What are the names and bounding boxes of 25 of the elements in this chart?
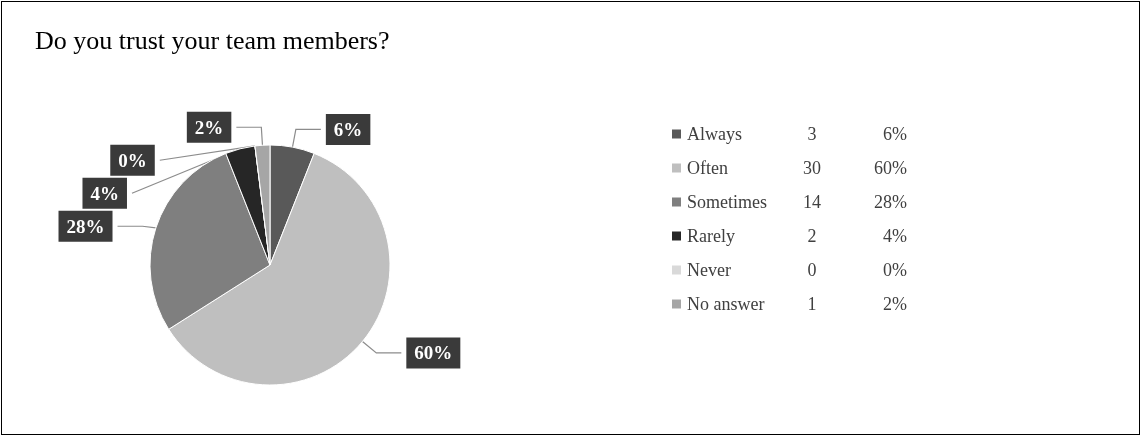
text: 30 [803,158,821,178]
text: 0% [118,149,147,171]
legend-label: Rarely [687,226,735,246]
text: 28% [874,192,907,212]
text: 6% [883,124,907,144]
text: 3 [807,124,817,144]
legend-label: No answer [687,294,765,314]
chart-title: Do you trust your team members? [35,25,390,55]
data-label: 2% [194,116,224,138]
text: 2% [883,294,907,314]
text: 2 [807,226,817,246]
legend-label: Often [687,158,728,178]
text: 60% [874,158,907,178]
legend-label: Sometimes [687,192,767,212]
text: 4% [883,226,907,246]
text: 0 [807,260,817,280]
legend-label: Always [687,124,742,144]
data-label: 4% [90,182,119,204]
legend-label: Never [687,260,731,280]
data-label: 28% [66,215,105,237]
text: 1 [807,294,817,314]
text: 14 [803,192,821,212]
text: 0% [883,260,907,280]
data-label: 60% [414,342,453,364]
data-label: 6% [333,118,363,140]
